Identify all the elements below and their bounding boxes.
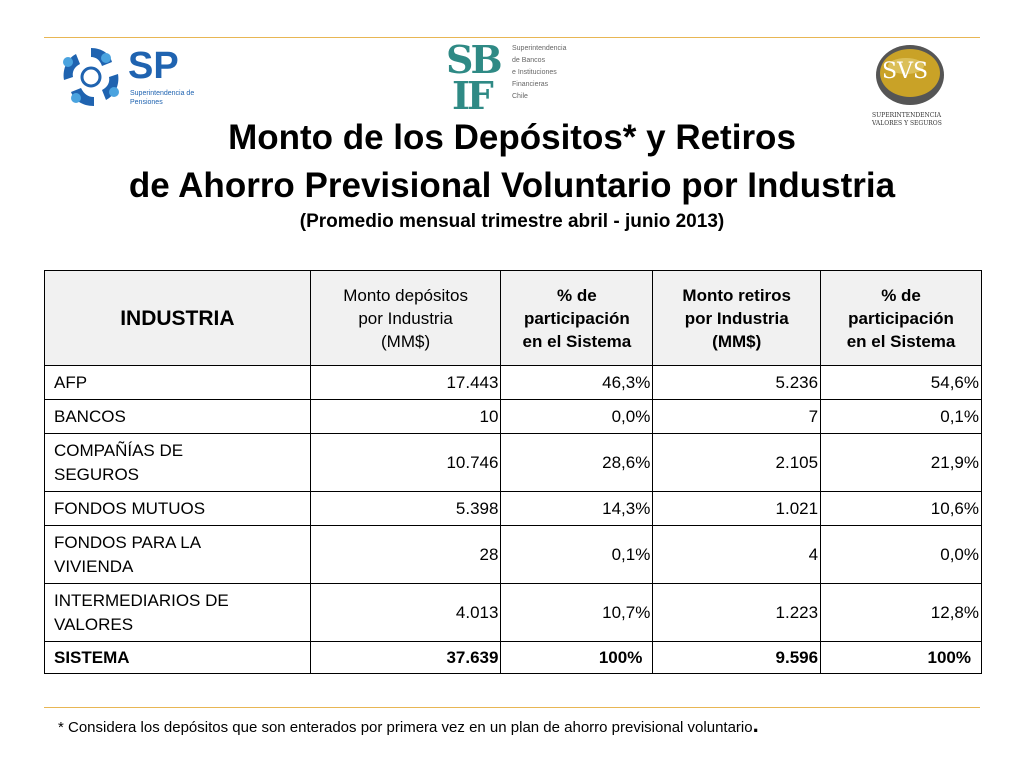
header-dep-line2: por Industria	[358, 308, 453, 328]
svs-line2: VALORES Y SEGUROS	[872, 120, 942, 127]
page-title-line1: Monto de los Depósitos* y Retiros	[228, 118, 796, 157]
row-deposit-pct: 0,1%	[500, 525, 654, 584]
row-withdrawal-pct: 10,6%	[820, 491, 982, 526]
total-label: SISTEMA	[44, 641, 311, 674]
row-industry-name: FONDOS PARA LA VIVIENDA	[44, 525, 311, 584]
row-withdrawal-amount: 1.223	[652, 583, 822, 642]
footnote: * Considera los depósitos que son entera…	[58, 712, 759, 738]
header-dep-line3: (MM$)	[381, 331, 431, 351]
table-row: AFP 17.443 46,3% 5.236 54,6%	[44, 365, 982, 400]
row-name-line2: SEGUROS	[54, 464, 140, 484]
header-pct-retiros: % de participación en el Sistema	[820, 270, 982, 366]
row-name-line1: AFP	[54, 372, 88, 392]
row-withdrawal-amount: 2.105	[652, 433, 822, 492]
header-pr-line2: participación	[848, 308, 954, 328]
svs-mark: SVS	[882, 59, 929, 84]
row-withdrawal-pct: 54,6%	[820, 365, 982, 400]
logo-svs: SVS SUPERINTENDENCIA VALORES Y SEGUROS	[868, 42, 958, 130]
sbif-line-2: e Instituciones	[512, 69, 557, 76]
header-dep-line1: Monto depósitos	[343, 285, 468, 305]
header-industria: INDUSTRIA	[44, 270, 311, 366]
row-withdrawal-amount: 4	[652, 525, 822, 584]
sbif-mark-top: SB	[446, 37, 503, 82]
row-industry-name: AFP	[44, 365, 311, 400]
header-monto-depositos: Monto depósitos por Industria (MM$)	[309, 270, 502, 366]
header-pr-line3: en el Sistema	[846, 331, 956, 351]
row-industry-name: INTERMEDIARIOS DE VALORES	[44, 583, 311, 642]
sbif-line-3: Financieras	[512, 81, 549, 88]
total-withdrawal-amount: 9.596	[652, 641, 822, 674]
row-name-line1: BANCOS	[54, 406, 126, 426]
row-industry-name: BANCOS	[44, 399, 311, 434]
row-deposit-pct: 14,3%	[500, 491, 654, 526]
row-deposit-pct: 10,7%	[500, 583, 654, 642]
svs-emblem-icon	[876, 45, 944, 105]
row-industry-name: FONDOS MUTUOS	[44, 491, 311, 526]
header-pr-line1: % de	[881, 285, 921, 305]
logo-sbif: SB IF Superintendencia de Bancos e Insti…	[446, 37, 606, 118]
row-withdrawal-pct: 12,8%	[820, 583, 982, 642]
sp-line1: Superintendencia de	[130, 90, 195, 97]
sbif-line-1: de Bancos	[512, 57, 546, 64]
page-title-line2: de Ahorro Previsional Voluntario por Ind…	[128, 166, 896, 205]
row-industry-name: COMPAÑÍAS DE SEGUROS	[44, 433, 311, 492]
top-divider	[44, 37, 980, 38]
total-deposit-pct: 100%	[500, 641, 654, 674]
sbif-mark-bottom: IF	[452, 73, 494, 118]
row-deposit-amount: 10.746	[309, 433, 502, 492]
table-row: FONDOS MUTUOS 5.398 14,3% 1.021 10,6%	[44, 491, 982, 526]
row-name-line1: FONDOS MUTUOS	[54, 498, 206, 518]
row-withdrawal-pct: 0,0%	[820, 525, 982, 584]
row-deposit-pct: 0,0%	[500, 399, 654, 434]
row-deposit-amount: 5.398	[309, 491, 502, 526]
sbif-line-0: Superintendencia	[512, 45, 567, 52]
row-name-line1: INTERMEDIARIOS DE	[54, 590, 229, 610]
sp-emblem-icon	[63, 48, 119, 106]
header-pd-line3: en el Sistema	[522, 331, 632, 351]
table-row: COMPAÑÍAS DE SEGUROS 10.746 28,6% 2.105 …	[44, 433, 982, 492]
sbif-line-4: Chile	[512, 93, 528, 100]
row-name-line1: COMPAÑÍAS DE	[54, 440, 184, 460]
row-deposit-amount: 28	[309, 525, 502, 584]
page-subtitle: (Promedio mensual trimestre abril - juni…	[299, 211, 725, 232]
row-deposit-amount: 17.443	[309, 365, 502, 400]
table-header-row: INDUSTRIA Monto depósitos por Industria …	[44, 270, 982, 366]
row-deposit-amount: 4.013	[309, 583, 502, 642]
row-withdrawal-amount: 5.236	[652, 365, 822, 400]
footnote-dot: .	[752, 712, 759, 737]
row-withdrawal-pct: 21,9%	[820, 433, 982, 492]
row-deposit-amount: 10	[309, 399, 502, 434]
row-deposit-pct: 46,3%	[500, 365, 654, 400]
row-withdrawal-pct: 0,1%	[820, 399, 982, 434]
row-name-line1: FONDOS PARA LA	[54, 532, 202, 552]
logo-superintendencia-pensiones: SP Superintendencia de Pensiones	[58, 44, 218, 110]
table-row: INTERMEDIARIOS DE VALORES 4.013 10,7% 1.…	[44, 583, 982, 642]
sp-line2: Pensiones	[130, 99, 163, 106]
row-withdrawal-amount: 1.021	[652, 491, 822, 526]
footnote-text: * Considera los depósitos que son entera…	[58, 719, 753, 736]
sp-mark: SP	[128, 45, 179, 87]
header-monto-retiros: Monto retiros por Industria (MM$)	[652, 270, 822, 366]
table-row: BANCOS 10 0,0% 7 0,1%	[44, 399, 982, 434]
total-withdrawal-pct: 100%	[820, 641, 982, 674]
header-ret-line2: por Industria	[684, 308, 789, 328]
row-name-line2: VIVIENDA	[54, 556, 134, 576]
table-total-row: SISTEMA 37.639 100% 9.596 100%	[44, 641, 982, 674]
header-pd-line1: % de	[557, 285, 597, 305]
row-deposit-pct: 28,6%	[500, 433, 654, 492]
header-pd-line2: participación	[523, 308, 630, 328]
deposits-withdrawals-table: INDUSTRIA Monto depósitos por Industria …	[44, 270, 982, 674]
row-name-line2: VALORES	[54, 614, 134, 634]
svs-line1: SUPERINTENDENCIA	[872, 112, 942, 119]
total-deposit-amount: 37.639	[309, 641, 502, 674]
header-pct-depositos: % de participación en el Sistema	[500, 270, 654, 366]
header-ret-line1: Monto retiros	[682, 285, 792, 305]
row-withdrawal-amount: 7	[652, 399, 822, 434]
header-ret-line3: (MM$)	[712, 331, 762, 351]
bottom-divider	[44, 707, 980, 708]
table-row: FONDOS PARA LA VIVIENDA 28 0,1% 4 0,0%	[44, 525, 982, 584]
